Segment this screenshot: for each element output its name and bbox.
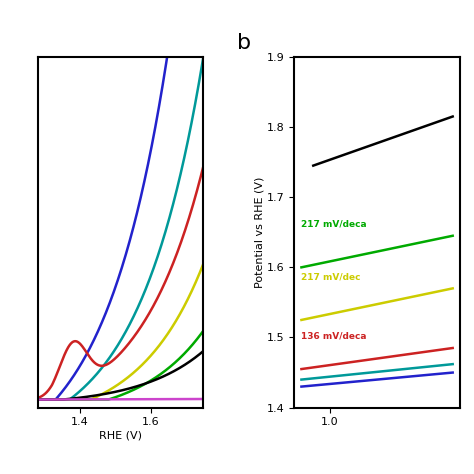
Text: 217 mV/dec: 217 mV/dec <box>301 273 361 282</box>
Text: 136 mV/deca: 136 mV/deca <box>301 332 367 341</box>
Text: b: b <box>237 33 251 53</box>
Y-axis label: Potential vs RHE (V): Potential vs RHE (V) <box>254 177 264 288</box>
Text: 217 mV/deca: 217 mV/deca <box>301 220 367 229</box>
X-axis label: RHE (V): RHE (V) <box>99 430 142 440</box>
